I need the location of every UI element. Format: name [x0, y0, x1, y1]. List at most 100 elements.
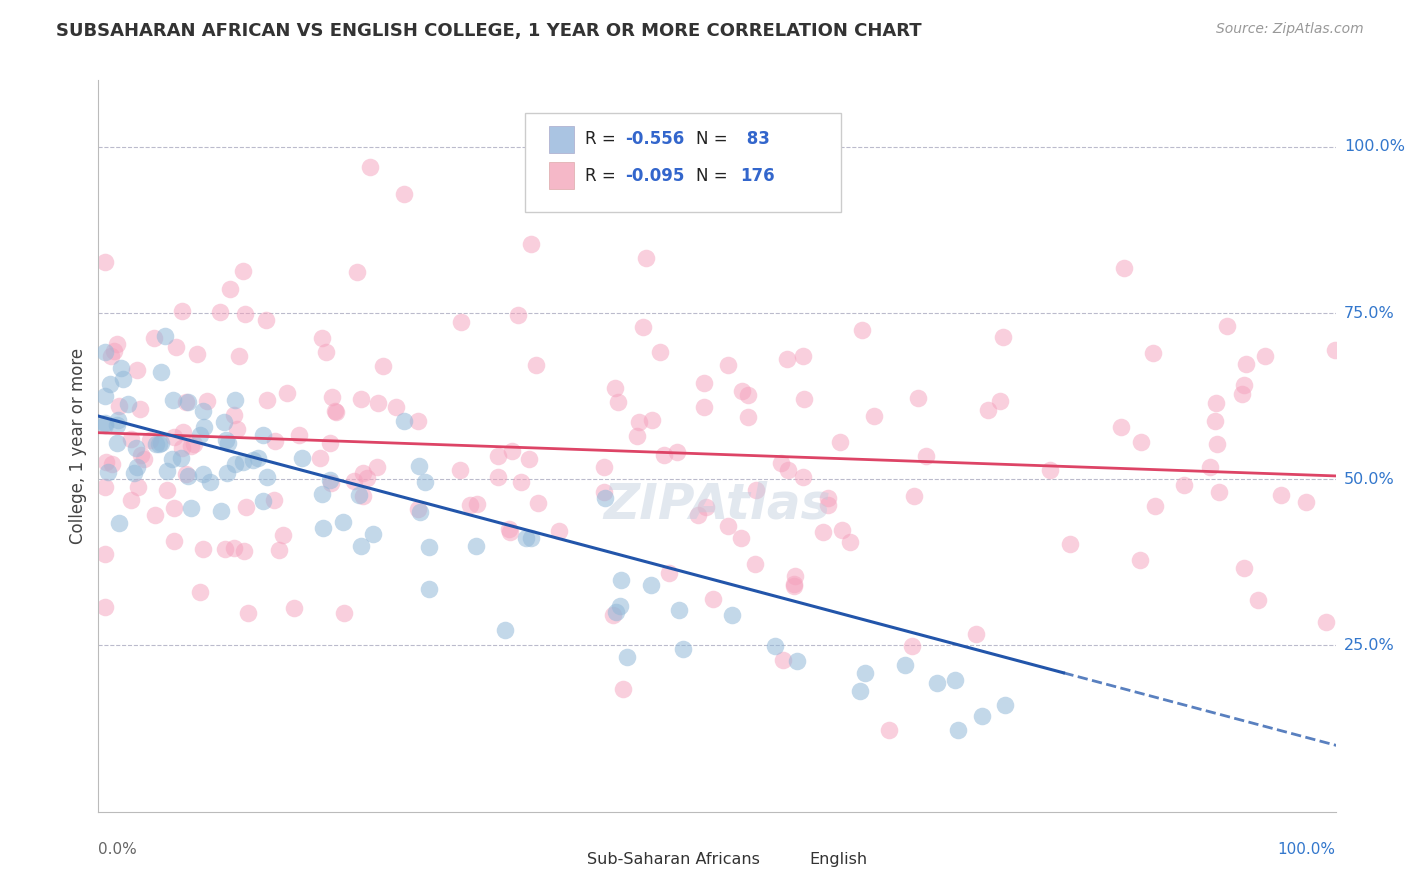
Point: [174, 467, 197, 481]
Point: [214, 541, 236, 556]
Point: [170, 442, 193, 456]
Point: [1236, 357, 1258, 371]
Point: [406, 413, 429, 427]
Point: [291, 451, 314, 466]
Point: [105, 417, 128, 432]
FancyBboxPatch shape: [548, 162, 574, 189]
Point: [782, 577, 804, 591]
Point: [359, 160, 381, 174]
Text: -0.556: -0.556: [626, 130, 685, 148]
Point: [763, 639, 786, 653]
Point: [1295, 495, 1317, 509]
Point: [218, 282, 240, 296]
Point: [350, 392, 373, 406]
Point: [105, 337, 128, 351]
Point: [640, 578, 662, 592]
Point: [177, 395, 200, 409]
Point: [686, 508, 709, 523]
Text: 83: 83: [741, 130, 769, 148]
Text: 25.0%: 25.0%: [1344, 638, 1395, 653]
Text: Sub-Saharan Africans: Sub-Saharan Africans: [588, 853, 761, 868]
Point: [392, 187, 415, 202]
Point: [308, 450, 330, 465]
Point: [499, 524, 522, 539]
Point: [117, 397, 139, 411]
Point: [93, 255, 115, 269]
Point: [319, 435, 342, 450]
Point: [149, 435, 172, 450]
Point: [129, 401, 152, 416]
Point: [524, 359, 547, 373]
Point: [877, 723, 900, 737]
Point: [105, 435, 128, 450]
Point: [127, 480, 149, 494]
Point: [311, 331, 333, 345]
Point: [851, 323, 873, 337]
Point: [1142, 346, 1164, 360]
Point: [346, 265, 368, 279]
Point: [98, 377, 121, 392]
Point: [853, 666, 876, 681]
Point: [666, 445, 689, 459]
Point: [256, 393, 278, 408]
Point: [145, 437, 167, 451]
Point: [737, 410, 759, 425]
Point: [515, 532, 537, 546]
Point: [94, 455, 117, 469]
Point: [127, 459, 149, 474]
Point: [93, 547, 115, 561]
Point: [994, 698, 1017, 712]
Point: [1130, 434, 1153, 449]
Point: [1247, 593, 1270, 607]
Point: [110, 360, 132, 375]
Point: [315, 345, 337, 359]
Point: [93, 418, 115, 433]
Point: [224, 458, 246, 472]
Point: [356, 471, 378, 485]
Point: [222, 541, 245, 556]
Point: [1254, 349, 1277, 363]
Point: [163, 430, 186, 444]
Point: [450, 315, 472, 329]
Point: [149, 366, 172, 380]
Point: [155, 483, 177, 497]
Point: [193, 467, 215, 482]
Point: [648, 345, 671, 359]
Point: [1205, 396, 1227, 410]
Point: [125, 441, 148, 455]
Point: [609, 599, 631, 614]
Point: [107, 516, 129, 531]
Point: [731, 384, 754, 398]
Point: [413, 475, 436, 489]
Point: [692, 376, 714, 391]
Point: [209, 503, 232, 517]
Point: [148, 437, 170, 451]
Point: [217, 436, 239, 450]
Point: [408, 458, 430, 473]
Point: [626, 429, 648, 443]
Point: [520, 236, 543, 251]
Point: [188, 585, 211, 599]
Point: [1039, 463, 1062, 477]
Point: [93, 481, 115, 495]
Text: -0.095: -0.095: [626, 167, 685, 186]
Point: [352, 489, 374, 503]
Point: [288, 428, 311, 442]
Point: [246, 451, 269, 466]
Point: [1270, 488, 1292, 502]
Point: [252, 427, 274, 442]
Point: [616, 649, 638, 664]
Text: 0.0%: 0.0%: [98, 842, 138, 857]
Point: [215, 433, 238, 447]
Point: [1232, 386, 1254, 401]
Point: [224, 393, 246, 408]
Point: [177, 469, 200, 483]
Point: [605, 605, 627, 619]
Point: [174, 394, 197, 409]
Point: [347, 488, 370, 502]
Point: [893, 658, 915, 673]
Point: [120, 492, 142, 507]
Point: [232, 544, 254, 558]
Text: 176: 176: [741, 167, 775, 186]
Point: [155, 328, 177, 343]
